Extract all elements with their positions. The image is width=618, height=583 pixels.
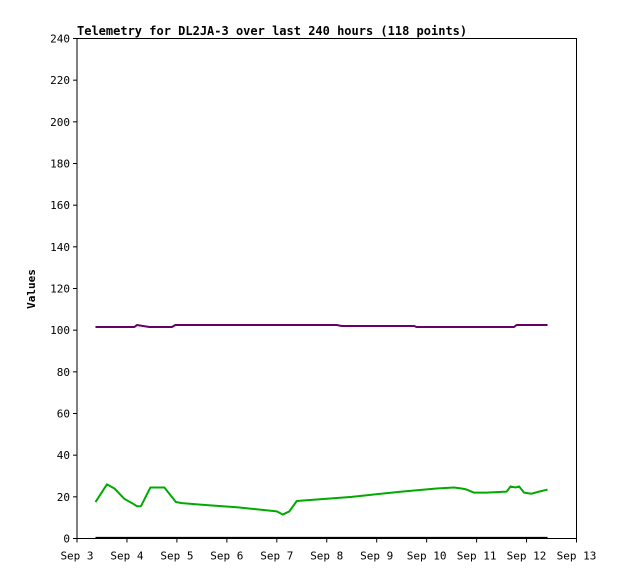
- x-tick-label: Sep 10: [407, 550, 447, 563]
- series-layer: [94, 323, 548, 539]
- x-tick-label: Sep 9: [360, 550, 393, 563]
- y-tick-label: 200: [50, 116, 70, 129]
- x-tick-label: Sep 4: [110, 550, 143, 563]
- y-tick-label: 240: [50, 33, 70, 46]
- x-tick-label: Sep 12: [507, 550, 547, 563]
- y-tick-label: 20: [57, 491, 70, 504]
- y-tick-label: 40: [57, 449, 70, 462]
- x-tick-label: Sep 3: [60, 550, 93, 563]
- series-line-1: [95, 323, 548, 329]
- x-tick-label: Sep 8: [310, 550, 343, 563]
- y-tick-label: 180: [50, 158, 70, 171]
- y-axis-label: Values: [25, 269, 38, 309]
- x-tick-label: Sep 7: [260, 550, 293, 563]
- y-tick-label: 0: [63, 533, 70, 546]
- y-tick-label: 60: [57, 408, 70, 421]
- x-tick-label: Sep 11: [457, 550, 497, 563]
- x-axis: Sep 3 Sep 4 Sep 5 Sep 6 Sep 7 Sep 8 Sep 9 Sep 1…: [60, 538, 597, 563]
- y-tick-label: 140: [50, 241, 70, 254]
- y-tick-label: 220: [50, 74, 70, 87]
- y-axis: 0 20 40 60 80 100 120 140 160 180 200 220 240: [50, 33, 77, 546]
- x-tick-label: Sep 6: [210, 550, 243, 563]
- x-tick-label: Sep 13: [557, 550, 597, 563]
- series-line-2: [94, 483, 548, 516]
- y-tick-label: 100: [50, 324, 70, 337]
- plot-area: [76, 38, 577, 539]
- y-tick-label: 120: [50, 283, 70, 296]
- y-tick-label: 160: [50, 199, 70, 212]
- x-tick-label: Sep 5: [160, 550, 193, 563]
- chart-title: Telemetry for DL2JA-3 over last 240 hour…: [77, 24, 467, 38]
- y-tick-label: 80: [57, 366, 70, 379]
